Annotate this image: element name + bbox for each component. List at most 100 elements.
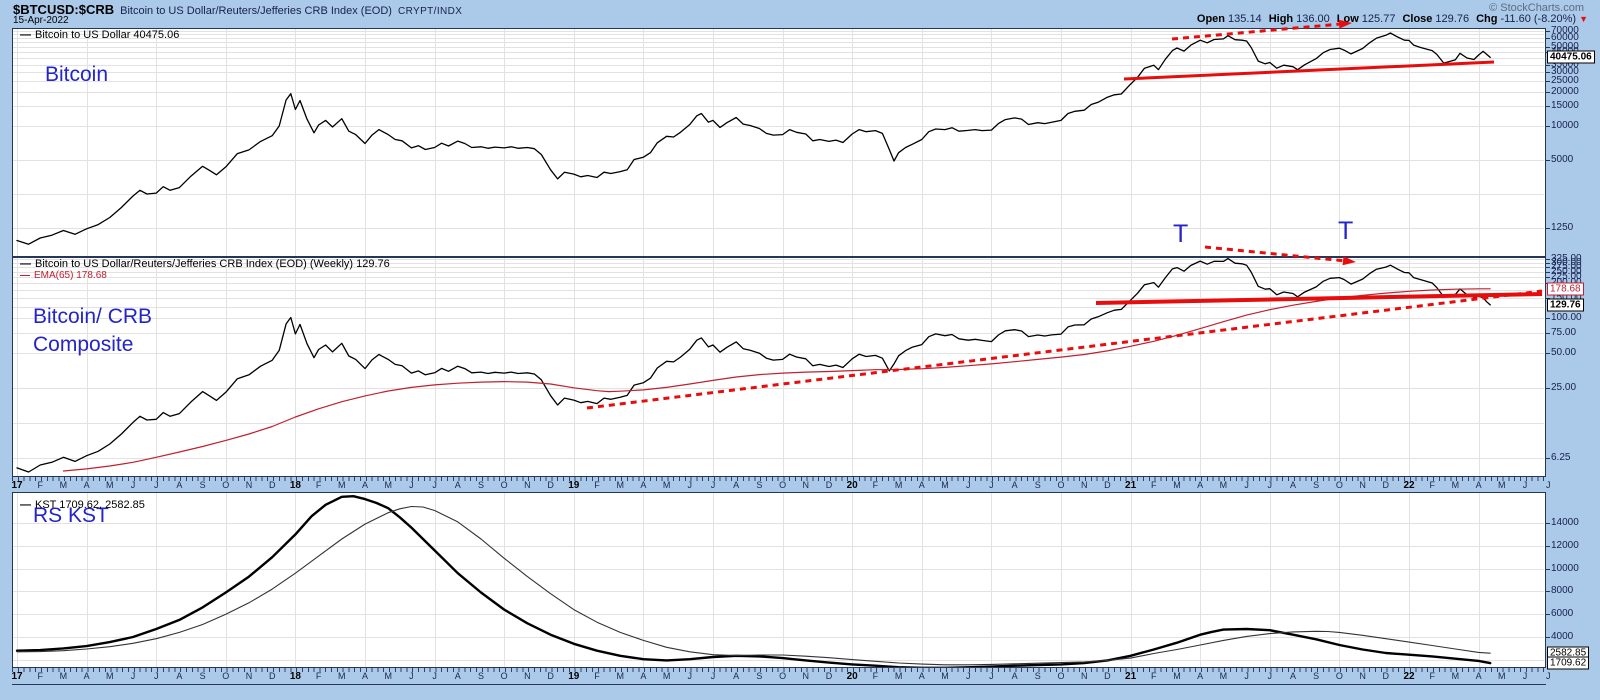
y-axis-label: 25000 xyxy=(1551,75,1579,86)
x-axis-month-label: F xyxy=(315,480,322,490)
v-gridline xyxy=(921,29,923,256)
x-axis-year-label: 22 xyxy=(1403,671,1415,682)
h-gridline xyxy=(13,659,1544,661)
quote-label: Chg xyxy=(1476,13,1498,25)
h-gridline xyxy=(13,81,1544,82)
x-axis-month-label: S xyxy=(199,480,206,490)
x-axis-month-label: J xyxy=(687,480,693,490)
x-axis-month-label: J xyxy=(432,480,437,490)
x-axis-month-label: M xyxy=(1173,671,1181,681)
x-axis-month-label: D xyxy=(547,671,554,681)
x-axis-year-label: 17 xyxy=(11,480,23,491)
y-axis-label: 6.25 xyxy=(1551,451,1571,463)
v-gridline xyxy=(1478,493,1480,667)
y-axis-label: 20000 xyxy=(1551,86,1579,97)
x-axis-month-label: M xyxy=(662,671,671,681)
v-gridline xyxy=(713,493,714,667)
y-axis-tick xyxy=(1546,30,1550,32)
y-axis-tick xyxy=(1546,47,1550,48)
y-axis-label: 30000 xyxy=(1551,66,1579,78)
y-axis-tick xyxy=(1546,297,1550,299)
x-axis-month-label: N xyxy=(802,480,810,490)
x-axis-month-label: A xyxy=(918,671,925,681)
x-axis-month-label: M xyxy=(384,671,392,681)
y-axis-tick xyxy=(1546,277,1550,279)
x-axis-month-label: A xyxy=(83,671,90,681)
quote-label: High xyxy=(1268,13,1294,25)
h-gridline xyxy=(13,352,1544,354)
y-axis-label: 8000 xyxy=(1551,585,1574,597)
v-gridline xyxy=(295,29,297,256)
y-axis-label: 75.00 xyxy=(1551,326,1577,338)
x-axis-month-label: M xyxy=(1498,480,1506,490)
x-axis-year-label: 21 xyxy=(1125,480,1137,491)
legend-line-marker: — xyxy=(20,29,31,41)
x-axis-month-label: O xyxy=(500,480,508,490)
x-axis-month-label: F xyxy=(1429,671,1435,681)
y-axis-tick xyxy=(1546,160,1550,161)
y-axis-label: 275.00 xyxy=(1551,261,1582,272)
v-gridline xyxy=(991,493,993,667)
x-axis-month-label: A xyxy=(1289,671,1296,681)
h-gridline xyxy=(13,228,1544,229)
v-gridline xyxy=(852,258,854,476)
x-axis-month-label: J xyxy=(130,671,136,681)
x-axis-month-label: A xyxy=(1475,480,1482,490)
v-gridline xyxy=(852,29,854,256)
x-axis-month-label: M xyxy=(1173,480,1181,490)
price-callout-1709.62: 1709.62 xyxy=(1547,656,1590,670)
ema-legend-text: EMA(65) 178.68 xyxy=(34,270,107,281)
x-axis-month-label: S xyxy=(477,480,484,490)
x-axis-month-label: M xyxy=(1498,671,1506,681)
x-axis-month-label: J xyxy=(1545,671,1551,681)
ratio-panel-legend: — Bitcoin to US Dollar/Reuters/Jefferies … xyxy=(20,259,390,270)
h-gridline xyxy=(13,568,1544,570)
y-axis-label: 15000 xyxy=(1551,100,1579,112)
x-axis-month-label: M xyxy=(384,480,392,490)
h-gridline xyxy=(13,545,1544,547)
x-axis-month-label: J xyxy=(687,671,693,681)
x-axis-month-label: M xyxy=(894,671,903,681)
x-axis-month-label: S xyxy=(1313,671,1320,681)
x-axis-month-label: O xyxy=(222,671,230,681)
x-axis-month-label: J xyxy=(989,480,994,490)
v-gridline xyxy=(434,29,436,256)
chg-down-triangle: ▼ xyxy=(1579,14,1588,24)
v-gridline xyxy=(1061,258,1062,476)
t-marker-2: T xyxy=(1338,217,1354,245)
x-axis-month-label: A xyxy=(1197,480,1204,490)
v-gridline xyxy=(1478,258,1480,476)
x-axis-year-label: 21 xyxy=(1125,671,1137,682)
x-axis-month-label: J xyxy=(989,671,994,681)
x-axis-month-label: M xyxy=(338,671,346,681)
x-axis-month-label: D xyxy=(1104,480,1111,490)
v-gridline xyxy=(852,493,854,667)
y-axis-label: 60000 xyxy=(1551,32,1579,44)
x-axis-month-label: A xyxy=(1289,480,1296,490)
v-gridline xyxy=(1130,29,1132,256)
v-gridline xyxy=(365,258,366,476)
h-gridline xyxy=(13,271,1544,273)
x-axis-month-label: A xyxy=(1197,671,1204,681)
quote-value: 136.00 xyxy=(1296,13,1330,25)
h-gridline xyxy=(13,72,1544,74)
v-gridline xyxy=(1061,29,1062,256)
v-gridline xyxy=(643,29,645,256)
x-axis-month-label: D xyxy=(547,480,554,490)
v-gridline xyxy=(1269,29,1271,256)
x-axis-month-label: S xyxy=(756,480,763,490)
symbol-description: Bitcoin to US Dollar/Reuters/Jefferies C… xyxy=(120,5,392,17)
h-gridline xyxy=(13,30,1544,32)
legend-line-marker: — xyxy=(20,270,30,281)
y-axis-label: 10000 xyxy=(1551,120,1579,131)
y-axis-tick xyxy=(1546,457,1550,459)
v-gridline xyxy=(17,258,18,476)
x-axis-month-label: M xyxy=(662,480,671,490)
x-axis-month-label: J xyxy=(965,480,971,490)
h-gridline xyxy=(13,422,1544,424)
h-gridline xyxy=(13,318,1544,319)
y-axis-label: 35000 xyxy=(1551,58,1579,70)
x-axis-month-label: A xyxy=(640,480,647,490)
h-gridline xyxy=(13,47,1544,48)
